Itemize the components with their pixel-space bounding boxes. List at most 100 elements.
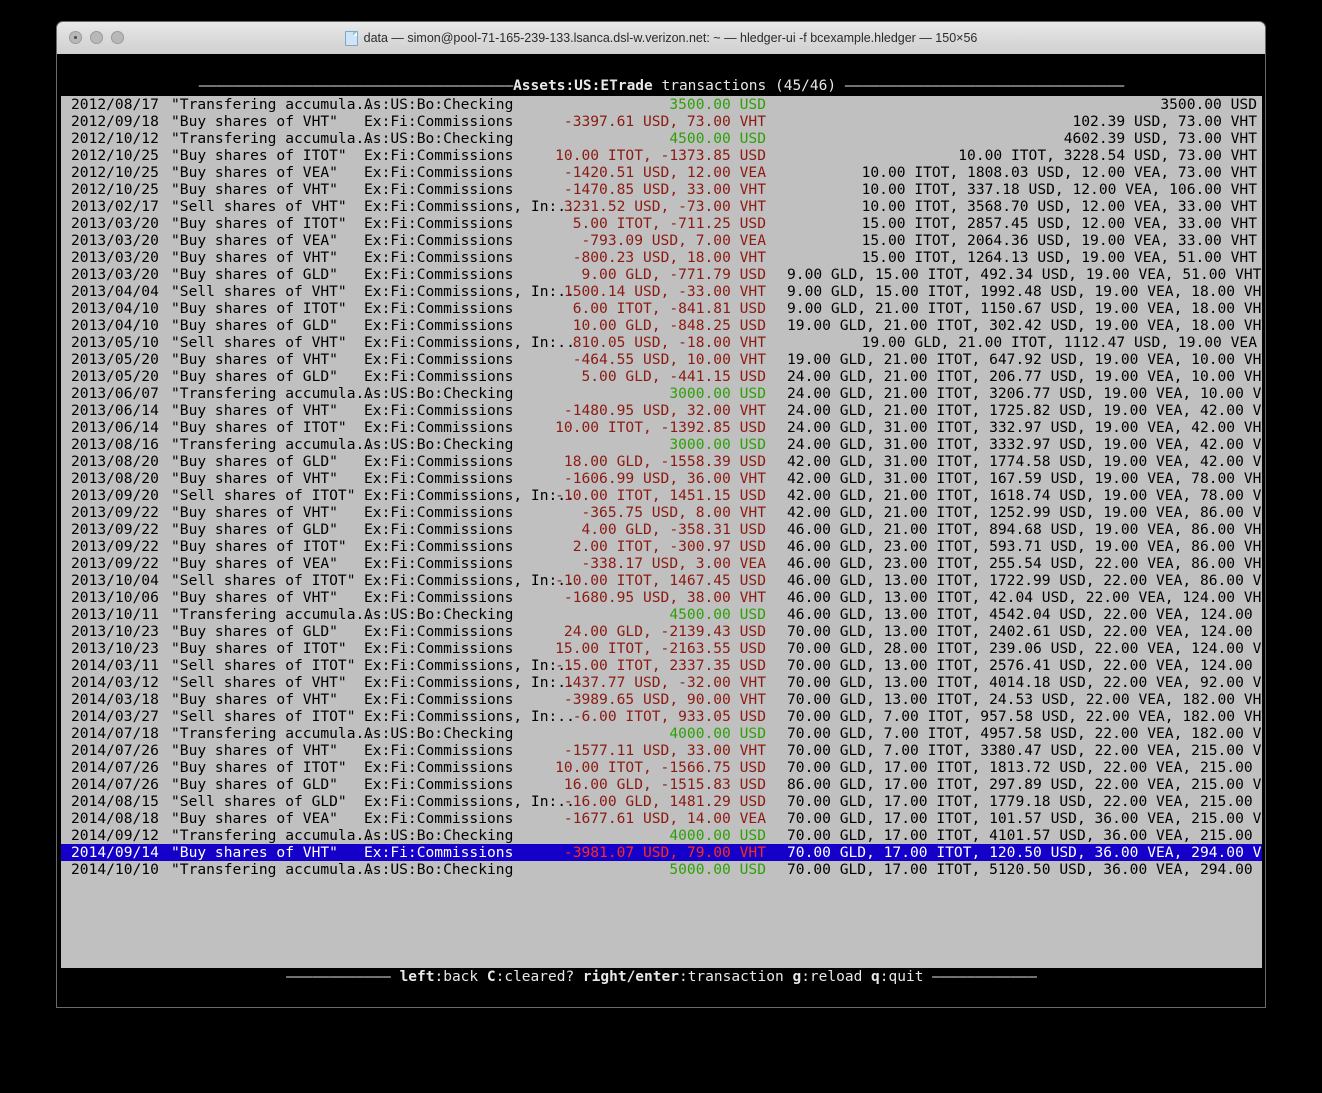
row-amount: 5.00 GLD, -441.15 USD bbox=[581, 368, 766, 385]
row-amount: 24.00 GLD, -2139.43 USD bbox=[563, 623, 766, 640]
row-account: Ex:Fi:Commissions bbox=[364, 419, 514, 436]
table-row[interactable]: 2013/08/20 "Buy shares of GLD" Ex:Fi:Commi… bbox=[61, 453, 1262, 470]
row-amount: -1480.95 USD, 32.00 VHT bbox=[563, 402, 766, 419]
zoom-button[interactable] bbox=[111, 31, 124, 44]
footer-sep: : bbox=[879, 969, 889, 985]
table-row[interactable]: 2014/07/26 "Buy shares of GLD" Ex:Fi:Commi… bbox=[61, 776, 1262, 793]
transactions-list[interactable]: 2012/08/17 "Transfering accumula.. As:US:B… bbox=[61, 96, 1262, 976]
row-date: 2012/10/12 bbox=[71, 130, 159, 147]
table-row[interactable]: 2013/06/14 "Buy shares of VHT" Ex:Fi:Commi… bbox=[61, 402, 1262, 419]
row-amount: -1470.85 USD, 33.00 VHT bbox=[563, 181, 766, 198]
table-row[interactable]: 2013/09/22 "Buy shares of VEA" Ex:Fi:Commi… bbox=[61, 555, 1262, 572]
table-row[interactable]: 2013/02/17 "Sell shares of VHT" Ex:Fi:Comm… bbox=[61, 198, 1262, 215]
table-row[interactable]: 2013/05/10 "Sell shares of VHT" Ex:Fi:Comm… bbox=[61, 334, 1262, 351]
footer-rule-left: ———————————— bbox=[286, 969, 391, 985]
row-date: 2013/05/10 bbox=[71, 334, 159, 351]
minimize-button[interactable] bbox=[90, 31, 103, 44]
row-date: 2013/04/04 bbox=[71, 283, 159, 300]
row-description: "Buy shares of GLD" bbox=[171, 776, 338, 793]
table-row[interactable]: 2013/06/14 "Buy shares of ITOT" Ex:Fi:Comm… bbox=[61, 419, 1262, 436]
row-description: "Sell shares of ITOT" bbox=[171, 487, 356, 504]
footer-key-quit[interactable]: q bbox=[871, 969, 880, 985]
table-row[interactable]: 2013/03/20 "Buy shares of VEA" Ex:Fi:Commi… bbox=[61, 232, 1262, 249]
table-row[interactable]: 2014/07/26 "Buy shares of VHT" Ex:Fi:Commi… bbox=[61, 742, 1262, 759]
row-description: "Buy shares of GLD" bbox=[171, 317, 338, 334]
row-date: 2013/09/20 bbox=[71, 487, 159, 504]
row-balance: 10.00 ITOT, 1808.03 USD, 12.00 VEA, 73.0… bbox=[861, 164, 1257, 181]
table-row[interactable]: 2013/03/20 "Buy shares of VHT" Ex:Fi:Commi… bbox=[61, 249, 1262, 266]
row-date: 2013/05/20 bbox=[71, 351, 159, 368]
row-account: Ex:Fi:Commissions, In:.. bbox=[364, 283, 575, 300]
table-row[interactable]: 2012/10/12 "Transfering accumula.. As:US:B… bbox=[61, 130, 1262, 147]
row-description: "Transfering accumula.. bbox=[171, 827, 374, 844]
row-description: "Buy shares of ITOT" bbox=[171, 640, 347, 657]
table-row[interactable]: 2013/09/20 "Sell shares of ITOT" Ex:Fi:Com… bbox=[61, 487, 1262, 504]
row-date: 2013/09/22 bbox=[71, 538, 159, 555]
row-account: Ex:Fi:Commissions bbox=[364, 300, 514, 317]
row-date: 2012/09/18 bbox=[71, 113, 159, 130]
table-row[interactable]: 2013/08/20 "Buy shares of VHT" Ex:Fi:Commi… bbox=[61, 470, 1262, 487]
table-row[interactable]: 2013/08/16 "Transfering accumula.. As:US:B… bbox=[61, 436, 1262, 453]
table-row[interactable]: 2014/07/18 "Transfering accumula.. As:US:B… bbox=[61, 725, 1262, 742]
table-row[interactable]: 2014/10/10 "Transfering accumula.. As:US:B… bbox=[61, 861, 1262, 878]
table-row[interactable]: 2013/09/22 "Buy shares of GLD" Ex:Fi:Commi… bbox=[61, 521, 1262, 538]
window-controls[interactable] bbox=[69, 31, 124, 44]
row-description: "Sell shares of ITOT" bbox=[171, 657, 356, 674]
footer-key-reload[interactable]: g bbox=[792, 969, 802, 985]
table-row[interactable]: 2013/06/07 "Transfering accumula.. As:US:B… bbox=[61, 385, 1262, 402]
table-row[interactable]: 2014/03/12 "Sell shares of VHT" Ex:Fi:Comm… bbox=[61, 674, 1262, 691]
row-balance: 4602.39 USD, 73.00 VHT bbox=[1063, 130, 1257, 147]
row-description: "Buy shares of VHT" bbox=[171, 844, 338, 861]
table-row[interactable]: 2014/03/18 "Buy shares of VHT" Ex:Fi:Commi… bbox=[61, 691, 1262, 708]
window-titlebar[interactable]: data — simon@pool-71-165-239-133.lsanca.… bbox=[57, 22, 1265, 55]
table-row[interactable]: 2013/04/10 "Buy shares of GLD" Ex:Fi:Commi… bbox=[61, 317, 1262, 334]
table-row[interactable]: 2014/08/15 "Sell shares of GLD" Ex:Fi:Comm… bbox=[61, 793, 1262, 810]
row-amount: -6.00 ITOT, 933.05 USD bbox=[572, 708, 766, 725]
row-date: 2013/03/20 bbox=[71, 266, 159, 283]
row-amount: 16.00 GLD, -1515.83 USD bbox=[563, 776, 766, 793]
row-amount: 3500.00 USD bbox=[669, 96, 766, 113]
row-account: Ex:Fi:Commissions bbox=[364, 181, 514, 198]
table-row[interactable]: 2013/10/11 "Transfering accumula.. As:US:B… bbox=[61, 606, 1262, 623]
table-row[interactable]: 2013/09/22 "Buy shares of VHT" Ex:Fi:Commi… bbox=[61, 504, 1262, 521]
row-balance: 46.00 GLD, 13.00 ITOT, 4542.04 USD, 22.0… bbox=[787, 606, 1262, 623]
row-amount: 810.05 USD, -18.00 VHT bbox=[572, 334, 766, 351]
table-row[interactable]: 2013/10/23 "Buy shares of ITOT" Ex:Fi:Comm… bbox=[61, 640, 1262, 657]
table-row[interactable]: 2012/10/25 "Buy shares of VEA" Ex:Fi:Commi… bbox=[61, 164, 1262, 181]
footer-key-transaction[interactable]: right/enter bbox=[582, 969, 679, 985]
row-description: "Buy shares of VHT" bbox=[171, 504, 338, 521]
table-row[interactable]: 2014/03/27 "Sell shares of ITOT" Ex:Fi:Com… bbox=[61, 708, 1262, 725]
table-row[interactable]: 2013/04/10 "Buy shares of ITOT" Ex:Fi:Comm… bbox=[61, 300, 1262, 317]
table-row[interactable]: 2013/09/22 "Buy shares of ITOT" Ex:Fi:Comm… bbox=[61, 538, 1262, 555]
row-description: "Buy shares of VHT" bbox=[171, 691, 338, 708]
footer-key-back[interactable]: left bbox=[399, 969, 435, 985]
table-row[interactable]: 2012/08/17 "Transfering accumula.. As:US:B… bbox=[61, 96, 1262, 113]
table-row[interactable]: 2014/09/14 "Buy shares of VHT" Ex:Fi:Commi… bbox=[61, 844, 1262, 861]
table-row[interactable]: 2013/10/23 "Buy shares of GLD" Ex:Fi:Commi… bbox=[61, 623, 1262, 640]
row-amount: -1577.11 USD, 33.00 VHT bbox=[563, 742, 766, 759]
row-account: Ex:Fi:Commissions, In:.. bbox=[364, 674, 575, 691]
row-amount: 4000.00 USD bbox=[669, 725, 766, 742]
table-row[interactable]: 2012/09/18 "Buy shares of VHT" Ex:Fi:Commi… bbox=[61, 113, 1262, 130]
row-amount: -10.00 ITOT, 1467.45 USD bbox=[555, 572, 766, 589]
table-row[interactable]: 2013/10/06 "Buy shares of VHT" Ex:Fi:Commi… bbox=[61, 589, 1262, 606]
row-description: "Buy shares of VHT" bbox=[171, 113, 338, 130]
footer-action-reload: reload bbox=[809, 969, 863, 985]
table-row[interactable]: 2013/03/20 "Buy shares of GLD" Ex:Fi:Commi… bbox=[61, 266, 1262, 283]
footer-key-cleared?[interactable]: C bbox=[486, 969, 496, 985]
table-row[interactable]: 2014/09/12 "Transfering accumula.. As:US:B… bbox=[61, 827, 1262, 844]
table-row[interactable]: 2013/03/20 "Buy shares of ITOT" Ex:Fi:Comm… bbox=[61, 215, 1262, 232]
table-row[interactable]: 2012/10/25 "Buy shares of VHT" Ex:Fi:Commi… bbox=[61, 181, 1262, 198]
close-button[interactable] bbox=[69, 31, 82, 44]
row-balance: 46.00 GLD, 13.00 ITOT, 42.04 USD, 22.00 … bbox=[787, 589, 1262, 606]
table-row[interactable]: 2013/04/04 "Sell shares of VHT" Ex:Fi:Comm… bbox=[61, 283, 1262, 300]
table-row[interactable]: 2014/08/18 "Buy shares of VEA" Ex:Fi:Commi… bbox=[61, 810, 1262, 827]
table-row[interactable]: 2014/07/26 "Buy shares of ITOT" Ex:Fi:Comm… bbox=[61, 759, 1262, 776]
row-account: Ex:Fi:Commissions bbox=[364, 555, 514, 572]
table-row[interactable]: 2012/10/25 "Buy shares of ITOT" Ex:Fi:Comm… bbox=[61, 147, 1262, 164]
row-date: 2014/07/26 bbox=[71, 742, 159, 759]
table-row[interactable]: 2013/05/20 "Buy shares of GLD" Ex:Fi:Commi… bbox=[61, 368, 1262, 385]
table-row[interactable]: 2013/05/20 "Buy shares of VHT" Ex:Fi:Commi… bbox=[61, 351, 1262, 368]
table-row[interactable]: 2014/03/11 "Sell shares of ITOT" Ex:Fi:Com… bbox=[61, 657, 1262, 674]
table-row[interactable]: 2013/10/04 "Sell shares of ITOT" Ex:Fi:Com… bbox=[61, 572, 1262, 589]
